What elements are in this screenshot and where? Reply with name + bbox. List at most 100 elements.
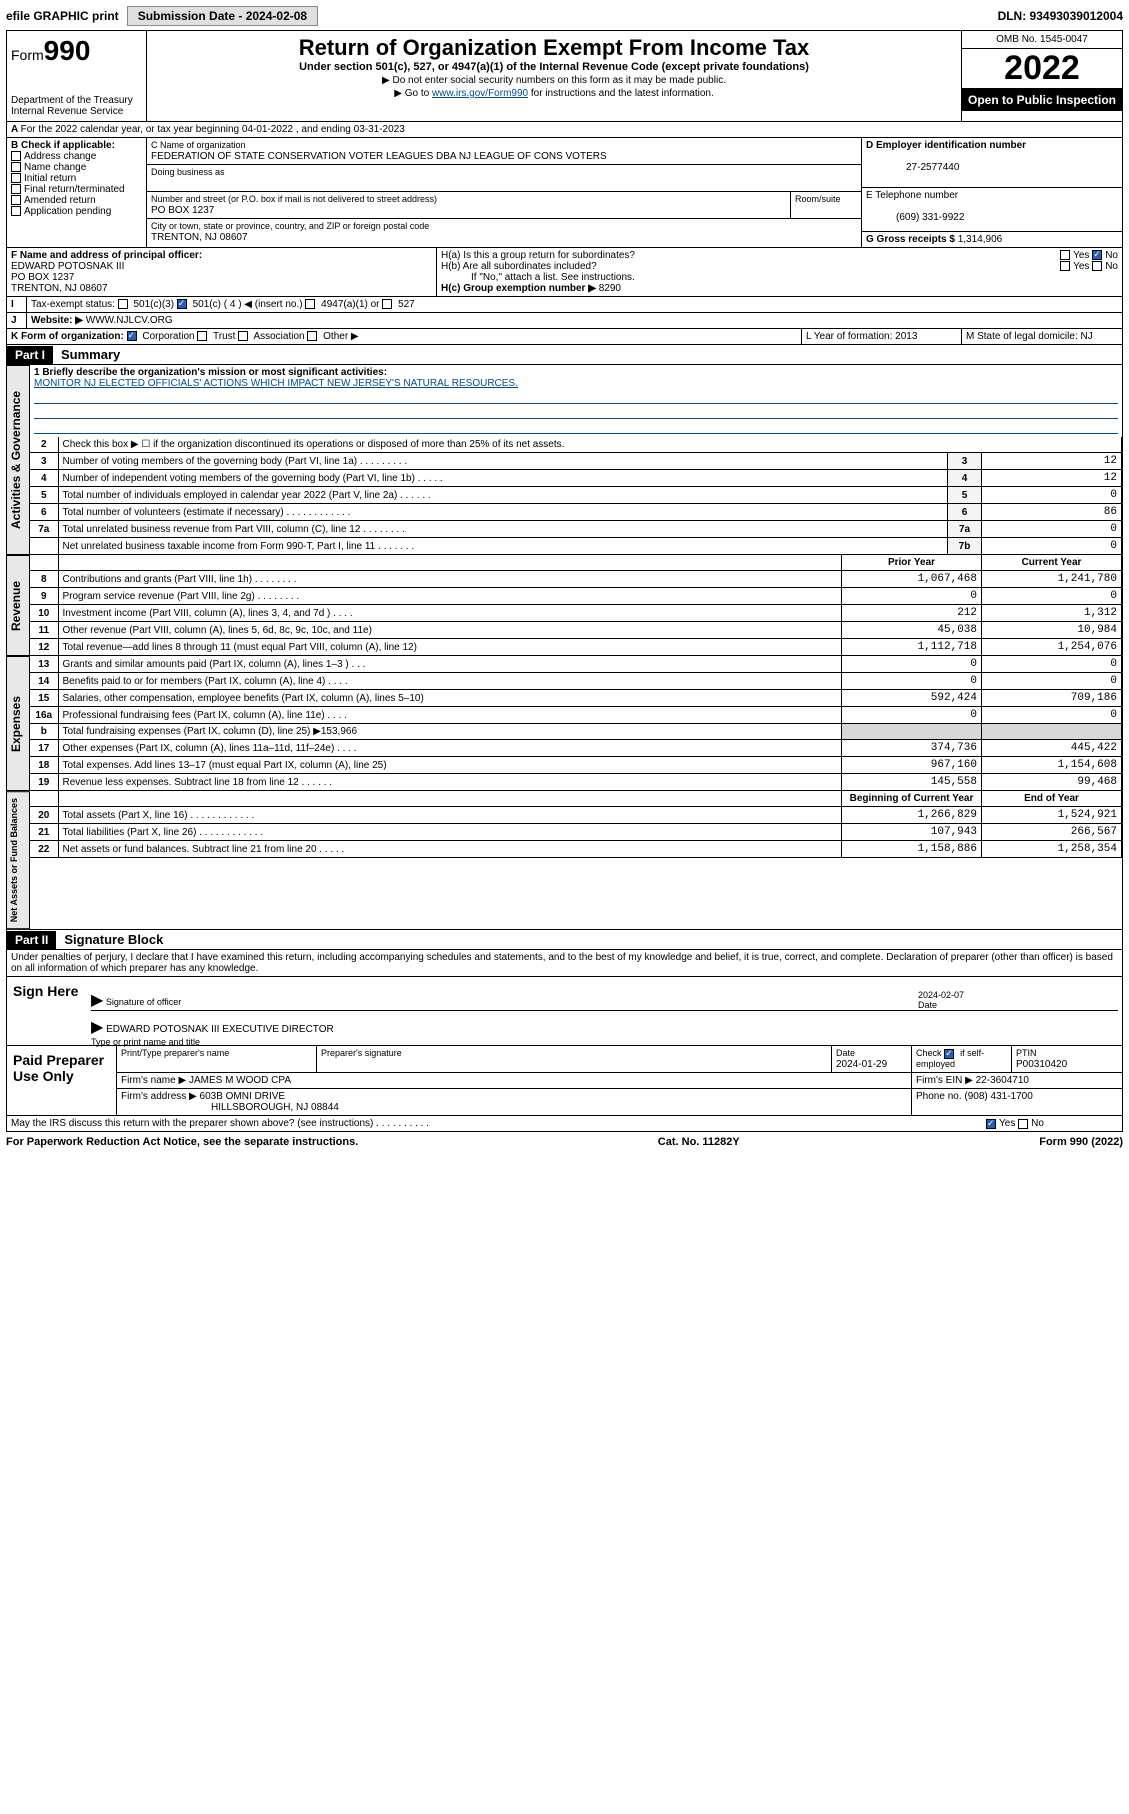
k-trust[interactable] [197,331,207,341]
ein-value: 27-2577440 [866,162,959,173]
gross-receipts: 1,314,906 [958,234,1003,245]
i-4947[interactable] [305,299,315,309]
prep-date: 2024-01-29 [836,1059,887,1070]
table-row: 8Contributions and grants (Part VIII, li… [30,571,1122,588]
dln-label: DLN: 93493039012004 [998,9,1123,23]
may-no[interactable] [1018,1119,1028,1129]
open-inspection: Open to Public Inspection [962,89,1122,111]
k-other[interactable] [307,331,317,341]
table-row: 18Total expenses. Add lines 13–17 (must … [30,757,1122,774]
org-city: TRENTON, NJ 08607 [151,232,248,243]
mission-text: MONITOR NJ ELECTED OFFICIALS' ACTIONS WH… [34,378,518,389]
sign-here-label: Sign Here [7,977,87,1045]
i-501c3[interactable] [118,299,128,309]
form-word: Form [11,47,44,63]
paid-preparer-label: Paid Preparer Use Only [7,1046,117,1115]
cb-amended[interactable] [11,195,21,205]
officer-name: EDWARD POTOSNAK III [11,261,124,272]
table-row: 22Net assets or fund balances. Subtract … [30,841,1122,858]
revenue-table: Prior YearCurrent Year 8Contributions an… [30,555,1122,656]
k-corp[interactable] [127,331,137,341]
city-label: City or town, state or province, country… [151,221,429,231]
table-row: 15Salaries, other compensation, employee… [30,690,1122,707]
part2-title: Signature Block [56,930,171,949]
i-527[interactable] [382,299,392,309]
officer-name-title: EDWARD POTOSNAK III EXECUTIVE DIRECTOR [106,1024,334,1035]
table-row: 11Other revenue (Part VIII, column (A), … [30,622,1122,639]
hb-yes[interactable] [1060,261,1070,271]
may-discuss: May the IRS discuss this return with the… [7,1116,982,1131]
expenses-table: 13Grants and similar amounts paid (Part … [30,656,1122,791]
section-h: H(a) Is this a group return for subordin… [437,248,1122,296]
governance-table: 2Check this box ▶ ☐ if the organization … [30,437,1122,555]
top-bar: efile GRAPHIC print Submission Date - 20… [6,6,1123,26]
instr-ssn: ▶ Do not enter social security numbers o… [151,75,957,86]
form-header: Form990 Department of the Treasury Inter… [6,30,1123,122]
tab-expenses: Expenses [6,656,30,791]
may-yes[interactable] [986,1119,996,1129]
omb-number: OMB No. 1545-0047 [962,31,1122,49]
part1-title: Summary [53,345,128,364]
group-exemption: 8290 [599,283,621,294]
part2-label: Part II [7,931,56,949]
cb-name-change[interactable] [11,162,21,172]
part1-label: Part I [7,346,53,364]
sig-date: 2024-02-07 [918,990,964,1000]
table-row: Net unrelated business taxable income fr… [30,538,1122,555]
cat-no: Cat. No. 11282Y [658,1136,740,1148]
section-b: B Check if applicable: Address change Na… [7,138,147,247]
tab-revenue: Revenue [6,555,30,656]
net-assets-table: Beginning of Current YearEnd of Year 20T… [30,791,1122,858]
k-assoc[interactable] [238,331,248,341]
tab-net-assets: Net Assets or Fund Balances [6,791,30,929]
table-row: 9Program service revenue (Part VIII, lin… [30,588,1122,605]
firm-name: JAMES M WOOD CPA [189,1075,291,1086]
form-number: 990 [44,35,91,66]
c-label: C Name of organization [151,140,246,150]
room-label: Room/suite [795,194,841,204]
table-row: 12Total revenue—add lines 8 through 11 (… [30,639,1122,656]
ha-yes[interactable] [1060,250,1070,260]
submission-button[interactable]: Submission Date - 2024-02-08 [127,6,318,26]
table-row: 4Number of independent voting members of… [30,470,1122,487]
i-501c[interactable] [177,299,187,309]
dept-label: Department of the Treasury Internal Reve… [11,95,142,117]
b-label: B Check if applicable: [11,140,115,151]
instr-goto: ▶ Go to www.irs.gov/Form990 for instruct… [151,88,957,99]
l-year: L Year of formation: 2013 [802,329,962,344]
sig-officer-label: Signature of officer [106,997,181,1007]
ptin: P00310420 [1016,1059,1067,1070]
tab-governance: Activities & Governance [6,365,30,555]
table-row: 21Total liabilities (Part X, line 26) . … [30,824,1122,841]
cb-initial[interactable] [11,173,21,183]
table-row: 3Number of voting members of the governi… [30,453,1122,470]
cb-addr-change[interactable] [11,151,21,161]
form-title: Return of Organization Exempt From Incom… [151,35,957,61]
paperwork-notice: For Paperwork Reduction Act Notice, see … [6,1136,358,1148]
line-a: A For the 2022 calendar year, or tax yea… [7,122,1122,137]
cb-pending[interactable] [11,206,21,216]
tax-year: 2022 [962,49,1122,89]
org-name: FEDERATION OF STATE CONSERVATION VOTER L… [151,151,607,162]
firm-ein: 22-3604710 [976,1075,1029,1086]
d-label: D Employer identification number [866,140,1026,151]
section-f: F Name and address of principal officer:… [7,248,437,296]
table-row: 14Benefits paid to or for members (Part … [30,673,1122,690]
ha-no[interactable] [1092,250,1102,260]
phone-value: (609) 331-9922 [866,212,964,223]
cb-self-employed[interactable] [944,1049,954,1059]
g-label: G Gross receipts $ [866,234,955,245]
form-subtitle: Under section 501(c), 527, or 4947(a)(1)… [151,61,957,73]
cb-final[interactable] [11,184,21,194]
table-row: 10Investment income (Part VIII, column (… [30,605,1122,622]
hb-no[interactable] [1092,261,1102,271]
irs-link[interactable]: www.irs.gov/Form990 [432,88,528,99]
table-row: 13Grants and similar amounts paid (Part … [30,656,1122,673]
table-row: 7aTotal unrelated business revenue from … [30,521,1122,538]
efile-label: efile GRAPHIC print [6,9,119,23]
table-row: 17Other expenses (Part IX, column (A), l… [30,740,1122,757]
org-address: PO BOX 1237 [151,205,214,216]
firm-phone: (908) 431-1700 [964,1091,1032,1102]
table-row: bTotal fundraising expenses (Part IX, co… [30,724,1122,740]
declaration: Under penalties of perjury, I declare th… [6,950,1123,977]
